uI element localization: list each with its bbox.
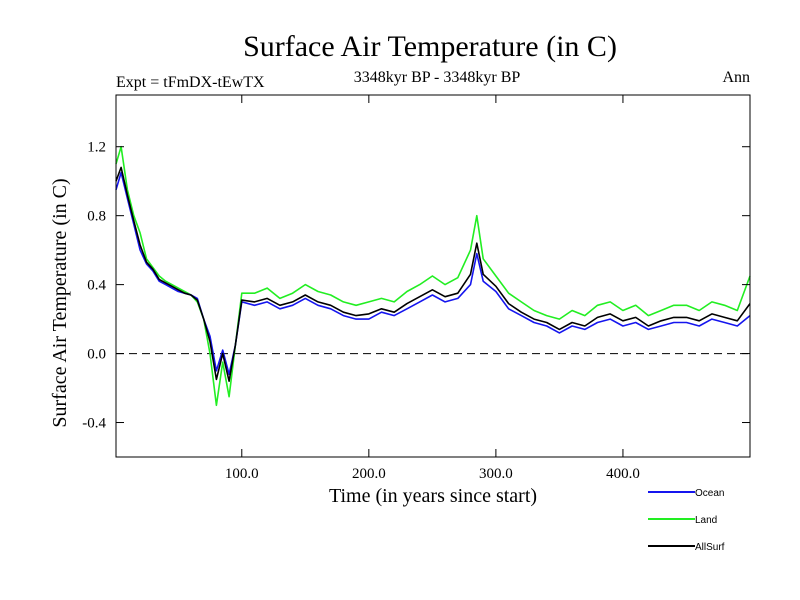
x-axis-label: Time (in years since start) — [329, 485, 537, 507]
y-tick-label: -0.4 — [82, 416, 106, 432]
series-line-allsurf — [115, 166, 751, 383]
series-line-land — [115, 145, 751, 407]
legend-label-land: Land — [695, 515, 717, 526]
plot-frame — [115, 94, 751, 458]
y-tick-label: 1.2 — [87, 140, 106, 156]
season-label: Ann — [722, 69, 750, 86]
legend-label-ocean: Ocean — [695, 488, 724, 499]
series-line-ocean — [115, 171, 751, 376]
y-axis-label: Surface Air Temperature (in C) — [49, 178, 71, 427]
x-tick-label: 400.0 — [606, 466, 640, 482]
x-tick-label: 200.0 — [352, 466, 386, 482]
period-label: 3348kyr BP - 3348kyr BP — [354, 69, 521, 86]
x-tick-label: 100.0 — [225, 466, 259, 482]
legend-label-allsurf: AllSurf — [695, 542, 725, 553]
plot-area: -0.4 0.0 0.4 0.8 1.2 100.0 200.0 300.0 400.0 — [82, 94, 751, 482]
chart-title: Surface Air Temperature (in C) — [243, 30, 617, 63]
y-tick-label: 0.8 — [87, 209, 106, 225]
legend: Ocean Land AllSurf — [648, 488, 725, 553]
x-tick-label: 300.0 — [479, 466, 513, 482]
y-tick-label: 0.4 — [87, 278, 106, 294]
experiment-label: Expt = tFmDX-tEwTX — [116, 74, 265, 91]
y-tick-label: 0.0 — [87, 347, 106, 363]
